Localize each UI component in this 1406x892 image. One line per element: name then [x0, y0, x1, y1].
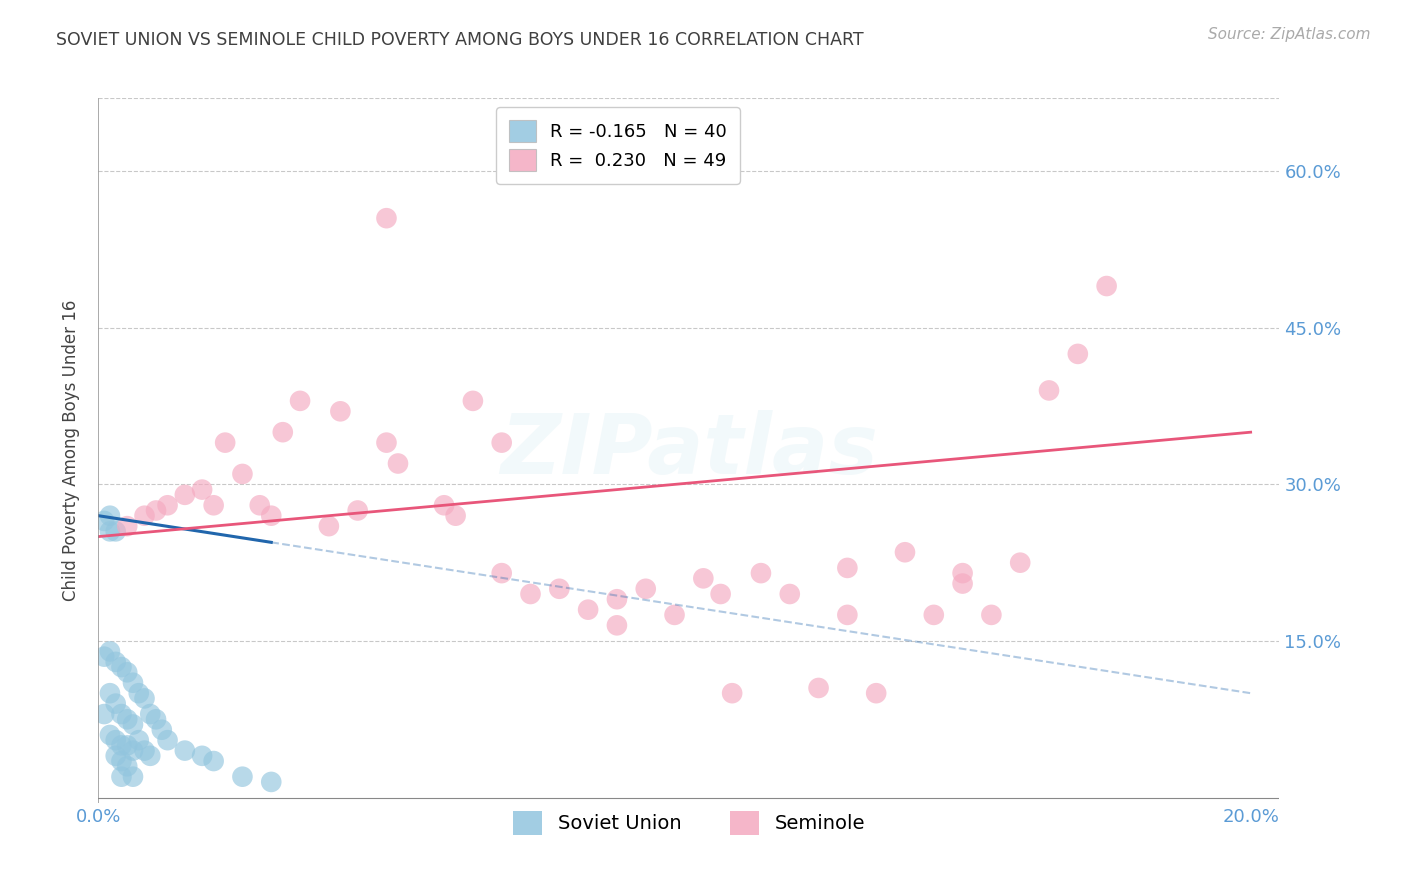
Point — [329, 404, 352, 418]
Point — [173, 488, 195, 502]
Point — [115, 739, 138, 753]
Point — [749, 566, 772, 581]
Point — [122, 770, 145, 784]
Point — [375, 211, 398, 226]
Point — [98, 644, 121, 658]
Point — [104, 524, 127, 539]
Point — [115, 665, 138, 680]
Point — [664, 607, 686, 622]
Point — [98, 508, 121, 523]
Text: ZIPatlas: ZIPatlas — [501, 410, 877, 491]
Point — [1038, 384, 1060, 398]
Point — [202, 754, 225, 768]
Point — [519, 587, 541, 601]
Point — [202, 498, 225, 512]
Point — [139, 707, 162, 722]
Point — [894, 545, 917, 559]
Point — [1010, 556, 1032, 570]
Point — [145, 712, 167, 726]
Point — [634, 582, 657, 596]
Point — [692, 571, 714, 585]
Point — [93, 707, 115, 722]
Point — [115, 759, 138, 773]
Point — [231, 770, 253, 784]
Point — [606, 618, 628, 632]
Text: Source: ZipAtlas.com: Source: ZipAtlas.com — [1208, 27, 1371, 42]
Point — [231, 467, 253, 481]
Point — [837, 607, 859, 622]
Point — [271, 425, 294, 440]
Point — [710, 587, 733, 601]
Point — [1095, 279, 1118, 293]
Y-axis label: Child Poverty Among Boys Under 16: Child Poverty Among Boys Under 16 — [62, 300, 80, 601]
Point — [104, 748, 127, 763]
Point — [110, 660, 132, 674]
Point — [260, 775, 283, 789]
Point — [387, 457, 409, 471]
Point — [191, 483, 214, 497]
Point — [491, 435, 513, 450]
Point — [837, 561, 859, 575]
Point — [548, 582, 571, 596]
Point — [346, 503, 368, 517]
Point — [922, 607, 945, 622]
Point — [288, 393, 311, 408]
Point — [318, 519, 340, 533]
Point — [173, 743, 195, 757]
Point — [606, 592, 628, 607]
Point — [122, 743, 145, 757]
Point — [122, 717, 145, 731]
Point — [214, 435, 236, 450]
Point — [779, 587, 801, 601]
Point — [104, 733, 127, 747]
Point — [134, 691, 156, 706]
Point — [128, 733, 150, 747]
Point — [491, 566, 513, 581]
Text: SOVIET UNION VS SEMINOLE CHILD POVERTY AMONG BOYS UNDER 16 CORRELATION CHART: SOVIET UNION VS SEMINOLE CHILD POVERTY A… — [56, 31, 863, 49]
Point — [110, 739, 132, 753]
Point — [98, 524, 121, 539]
Legend: Soviet Union, Seminole: Soviet Union, Seminole — [505, 803, 873, 842]
Point — [952, 566, 974, 581]
Point — [980, 607, 1002, 622]
Point — [122, 675, 145, 690]
Point — [444, 508, 467, 523]
Point — [1067, 347, 1090, 361]
Point — [150, 723, 173, 737]
Point — [461, 393, 484, 408]
Point — [865, 686, 887, 700]
Point — [156, 498, 179, 512]
Point — [98, 728, 121, 742]
Point — [721, 686, 744, 700]
Point — [807, 681, 830, 695]
Point — [93, 649, 115, 664]
Point — [260, 508, 283, 523]
Point — [98, 686, 121, 700]
Point — [134, 743, 156, 757]
Point — [134, 508, 156, 523]
Point — [110, 770, 132, 784]
Point — [93, 514, 115, 528]
Point — [110, 707, 132, 722]
Point — [952, 576, 974, 591]
Point — [115, 519, 138, 533]
Point — [249, 498, 271, 512]
Point — [104, 697, 127, 711]
Point — [139, 748, 162, 763]
Point — [156, 733, 179, 747]
Point — [145, 503, 167, 517]
Point — [104, 655, 127, 669]
Point — [576, 602, 599, 616]
Point — [110, 754, 132, 768]
Point — [128, 686, 150, 700]
Point — [115, 712, 138, 726]
Point — [433, 498, 456, 512]
Point — [191, 748, 214, 763]
Point — [375, 435, 398, 450]
